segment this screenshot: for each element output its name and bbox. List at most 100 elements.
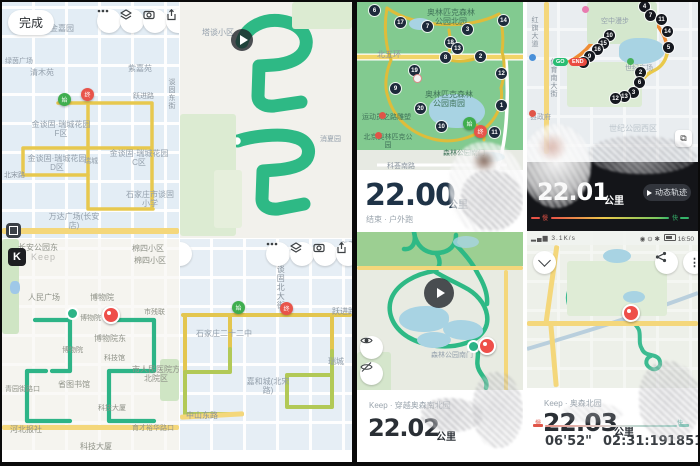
- river: [527, 291, 698, 351]
- pond: [453, 236, 479, 248]
- start-marker: 始: [232, 301, 245, 314]
- back-icon[interactable]: [180, 242, 192, 266]
- collapse-icon[interactable]: [533, 251, 556, 274]
- battery-icon: [663, 233, 676, 241]
- km-marker: 1: [496, 100, 507, 111]
- censor-scribble: [461, 170, 523, 230]
- map-panel-keep-22: K Keep 长安公园东 棉四小区 棉四小区 人民广场 博物院 市残联 博物院 博物院东 博物院…: [2, 239, 179, 450]
- play-button[interactable]: [424, 278, 454, 308]
- slow-label: 慢: [535, 421, 542, 427]
- layers-icon[interactable]: [120, 9, 144, 33]
- km-marker: 15: [598, 38, 609, 49]
- eye-off-icon[interactable]: [360, 362, 383, 385]
- map-panel-gps-art-22: 塔谈小区消夏园: [180, 2, 352, 238]
- yellow-road: [2, 425, 179, 430]
- km-markers: 6 17 7 3 14 18 13 8 2 19 9 12 1 20 10 11: [357, 2, 523, 232]
- km-marker: 10: [436, 121, 447, 132]
- poi-marker: [627, 58, 634, 65]
- km-marker: 6: [369, 5, 380, 16]
- map-label: 跃进路: [133, 93, 154, 100]
- map-label: 县政府: [530, 114, 551, 121]
- map-label: 世纪公园西区: [609, 124, 657, 133]
- lake: [399, 306, 449, 332]
- slider-end-dash: [680, 217, 689, 219]
- km-marker: 7: [422, 21, 433, 32]
- map-labels: 塔谈小区消夏园: [180, 2, 352, 238]
- layers-icon[interactable]: [290, 242, 314, 266]
- pace-value: 06'52": [545, 434, 592, 449]
- map-label: 紫嘉苑: [128, 64, 152, 73]
- censor-smudge: [535, 134, 569, 160]
- status-icons-left: ▂▄▆ 3.1K/s: [531, 235, 576, 242]
- route-title: Keep · 穿越奥森南北园: [369, 401, 451, 410]
- pond: [623, 291, 645, 303]
- km-marker: 3: [628, 87, 639, 98]
- route-path-yellow: [181, 313, 352, 376]
- eye-icon[interactable]: [360, 336, 383, 359]
- more-vertical-icon[interactable]: ⋮: [683, 251, 698, 274]
- km-marker: 17: [395, 17, 406, 28]
- distance-value: 22.00: [365, 178, 456, 213]
- map-label: 北宋路: [4, 172, 25, 179]
- camera-icon[interactable]: [143, 9, 167, 33]
- camera-icon[interactable]: [313, 242, 337, 266]
- poi-marker: [413, 74, 422, 83]
- km-marker: 12: [496, 68, 507, 79]
- map-label: 消夏园: [320, 136, 341, 143]
- more-icon[interactable]: [266, 242, 290, 266]
- km-marker: 14: [662, 26, 673, 37]
- play-icon: [647, 189, 652, 196]
- map-label: 科技馆: [104, 355, 125, 362]
- route-overlay: [181, 313, 352, 416]
- share-icon[interactable]: [655, 251, 678, 274]
- poi-marker: [379, 112, 386, 119]
- start-marker: 始: [463, 117, 476, 130]
- play-button[interactable]: [231, 29, 253, 51]
- share-icon[interactable]: [336, 242, 352, 266]
- more-icon[interactable]: [97, 9, 121, 33]
- map-mode-control[interactable]: [6, 223, 21, 238]
- distance-unit: 公里: [604, 196, 624, 207]
- km-marker: 4: [639, 2, 650, 12]
- map-label: 青园街路口: [5, 386, 40, 393]
- map-label: 北五环: [377, 50, 401, 59]
- left-collage: 始 终 金嘉园 绿茵广场 清木苑 紫嘉苑 跃进路 谈固东街 金谈固·瑞城花园F区 金谈固·瑞城…: [2, 2, 352, 462]
- map-label: 谈固东街: [168, 78, 176, 110]
- map-label: 塔谈小区: [202, 28, 234, 37]
- run-panel-2202: 森林公园南门 Keep · 穿越奥森南北园 22.02 公里: [357, 232, 523, 454]
- park-area: [160, 359, 179, 401]
- replay-button[interactable]: 动态轨迹: [643, 184, 691, 201]
- map-label: 石家庄二十二中: [196, 329, 252, 338]
- chevron-down-icon: [538, 254, 551, 267]
- censor-scribble: [589, 136, 697, 174]
- km-marker: 3: [462, 24, 473, 35]
- km-marker: 9: [584, 51, 595, 62]
- done-button[interactable]: 完成: [8, 10, 55, 35]
- yellow-road: [357, 266, 523, 270]
- km-marker: 13: [452, 43, 463, 54]
- slider-end-dash: [531, 217, 540, 219]
- yellow-road: [544, 2, 549, 154]
- poi-marker: [529, 54, 536, 61]
- duration-value: 02:31:19: [603, 434, 668, 449]
- map-label: 万达广场(长安店): [48, 212, 100, 231]
- map-label: 嘉和城(北宋路): [246, 377, 290, 396]
- censor-scribble: [421, 398, 483, 432]
- fast-label: 快: [672, 216, 679, 222]
- yellow-road: [2, 228, 179, 234]
- map-label: 金谈固·瑞城花园D区: [27, 154, 87, 173]
- lake: [619, 38, 665, 64]
- km-marker: 9: [390, 83, 401, 94]
- map-label: 博物院: [62, 347, 83, 354]
- map-label: 科荟南路: [387, 163, 415, 170]
- map-label: 奥林匹克森林公园南园: [425, 90, 473, 109]
- map-label: 人民广场: [28, 293, 60, 302]
- map-labels: 和平谈固北大街跃进路石家庄二十二中瑞城嘉和城(北宋路)中山东路: [180, 239, 352, 450]
- status-icons-right: ◉ ⊙ ✱ 16:50: [639, 233, 694, 243]
- distance-unit: 公里: [436, 432, 456, 443]
- share-icon[interactable]: [166, 9, 179, 33]
- map-label: 森林公园南门: [431, 352, 473, 359]
- pace-slider[interactable]: [545, 425, 677, 427]
- pace-slider[interactable]: [551, 217, 669, 219]
- pond: [10, 281, 20, 294]
